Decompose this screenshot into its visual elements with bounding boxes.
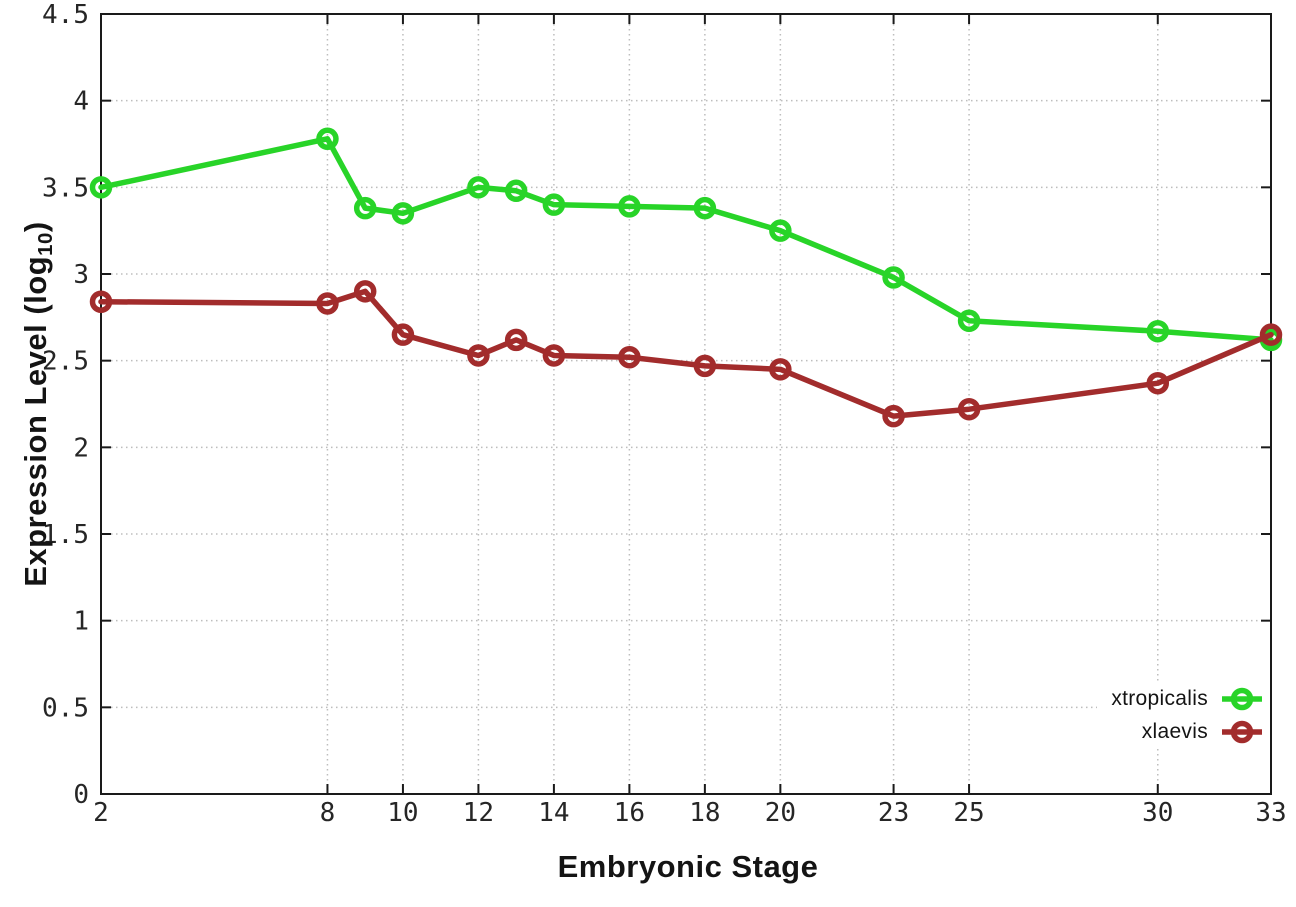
- svg-text:18: 18: [689, 798, 720, 828]
- legend-item-xtropicalis: xtropicalis: [1111, 683, 1266, 714]
- svg-text:25: 25: [953, 798, 984, 828]
- svg-text:0: 0: [73, 780, 89, 810]
- svg-text:2.5: 2.5: [42, 347, 89, 377]
- svg-text:23: 23: [878, 798, 909, 828]
- svg-text:20: 20: [765, 798, 796, 828]
- svg-text:0.5: 0.5: [42, 693, 89, 723]
- legend: xtropicalis xlaevis: [1097, 681, 1270, 749]
- svg-text:16: 16: [614, 798, 645, 828]
- svg-text:1: 1: [73, 607, 89, 637]
- svg-text:30: 30: [1142, 798, 1173, 828]
- svg-text:2: 2: [93, 798, 109, 828]
- svg-text:12: 12: [463, 798, 494, 828]
- y-axis-title-text: Expression Level (log: [18, 255, 53, 587]
- svg-text:14: 14: [538, 798, 569, 828]
- svg-text:3: 3: [73, 260, 89, 290]
- legend-label-xlaevis: xlaevis: [1141, 719, 1208, 743]
- legend-item-xlaevis: xlaevis: [1142, 716, 1266, 747]
- svg-text:33: 33: [1255, 798, 1286, 828]
- line-circle-marker-icon: [1222, 687, 1262, 710]
- line-circle-marker-icon: [1222, 720, 1262, 743]
- svg-text:4.5: 4.5: [42, 0, 89, 30]
- svg-text:1.5: 1.5: [42, 520, 89, 550]
- y-axis-title-subscript: 10: [33, 232, 57, 256]
- svg-text:4: 4: [73, 87, 89, 117]
- legend-label-xtropicalis: xtropicalis: [1111, 686, 1208, 710]
- y-axis-title-close: ): [18, 221, 53, 233]
- svg-text:8: 8: [320, 798, 336, 828]
- svg-text:10: 10: [387, 798, 418, 828]
- x-axis-title: Embryonic Stage: [557, 849, 819, 884]
- y-axis-title: Expression Level (log10): [18, 221, 57, 587]
- svg-text:3.5: 3.5: [42, 173, 89, 203]
- svg-text:2: 2: [73, 433, 89, 463]
